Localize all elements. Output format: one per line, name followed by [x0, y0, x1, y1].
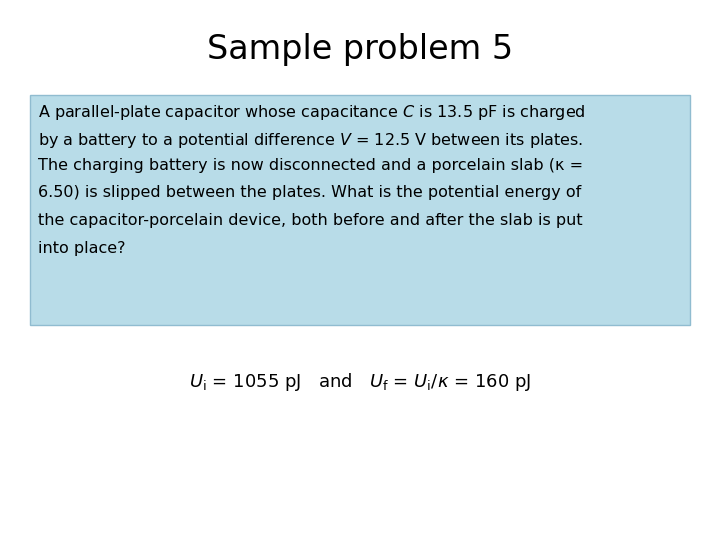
Text: the capacitor-porcelain device, both before and after the slab is put: the capacitor-porcelain device, both bef…: [38, 213, 582, 228]
Text: Sample problem 5: Sample problem 5: [207, 33, 513, 66]
Text: $\mathit{U}_\mathregular{i}$ = 1055 pJ   and   $\mathit{U}_\mathregular{f}$ = $\: $\mathit{U}_\mathregular{i}$ = 1055 pJ a…: [189, 371, 531, 393]
Text: The charging battery is now disconnected and a porcelain slab (κ =: The charging battery is now disconnected…: [38, 158, 583, 173]
Text: into place?: into place?: [38, 240, 125, 255]
Text: 6.50) is slipped between the plates. What is the potential energy of: 6.50) is slipped between the plates. Wha…: [38, 186, 581, 200]
Bar: [30, 95, 690, 325]
Text: A parallel-plate capacitor whose capacitance $\mathit{C}$ is 13.5 pF is charged: A parallel-plate capacitor whose capacit…: [38, 103, 585, 122]
Text: by a battery to a potential difference $\mathit{V}$ = 12.5 V between its plates.: by a battery to a potential difference $…: [38, 131, 583, 150]
